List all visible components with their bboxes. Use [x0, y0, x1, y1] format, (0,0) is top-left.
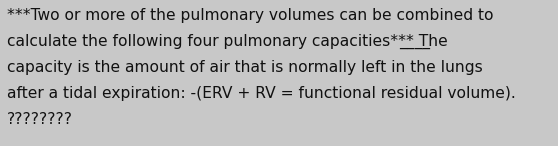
Text: ????????: ???????? — [7, 112, 73, 127]
Text: ***Two or more of the pulmonary volumes can be combined to: ***Two or more of the pulmonary volumes … — [7, 8, 493, 23]
Text: capacity is the amount of air that is normally left in the lungs: capacity is the amount of air that is no… — [7, 60, 483, 75]
Text: ____: ____ — [399, 34, 430, 49]
Text: calculate the following four pulmonary capacities*** The: calculate the following four pulmonary c… — [7, 34, 448, 49]
Text: after a tidal expiration: -(ERV + RV = functional residual volume).: after a tidal expiration: -(ERV + RV = f… — [7, 86, 516, 101]
